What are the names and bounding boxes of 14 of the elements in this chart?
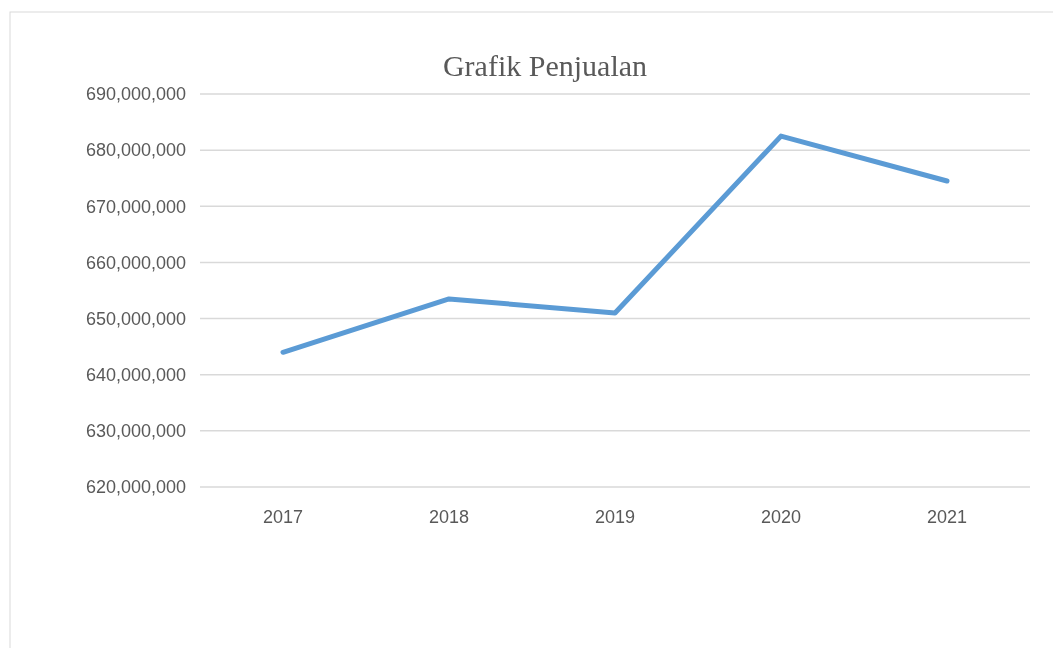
chart-title: Grafik Penjualan [442, 49, 648, 82]
x-tick-label: 2021 [926, 507, 968, 527]
y-tick-label: 650,000,000 [85, 308, 186, 329]
y-tick-label: 680,000,000 [85, 140, 186, 161]
x-tick-label: 2019 [594, 507, 636, 527]
y-tick-label: 690,000,000 [85, 84, 186, 105]
x-tick-label: 2017 [262, 507, 304, 527]
y-tick-label: 630,000,000 [85, 421, 186, 442]
x-tick-label: 2020 [760, 507, 802, 527]
y-tick-label: 670,000,000 [85, 196, 186, 217]
y-tick-label: 620,000,000 [85, 477, 186, 498]
y-tick-label: 640,000,000 [85, 365, 186, 386]
x-tick-label: 2018 [428, 507, 470, 527]
y-tick-label: 660,000,000 [85, 252, 186, 273]
